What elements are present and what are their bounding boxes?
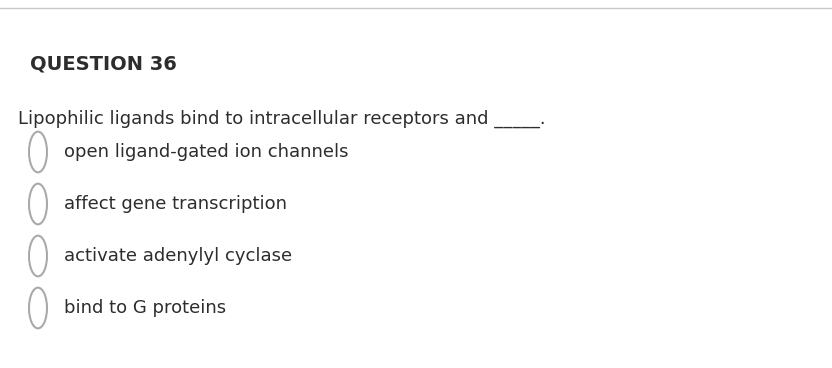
Text: bind to G proteins: bind to G proteins bbox=[64, 299, 226, 317]
Text: activate adenylyl cyclase: activate adenylyl cyclase bbox=[64, 247, 292, 265]
Text: Lipophilic ligands bind to intracellular receptors and _____.: Lipophilic ligands bind to intracellular… bbox=[18, 110, 546, 128]
Text: QUESTION 36: QUESTION 36 bbox=[30, 55, 177, 74]
Text: open ligand-gated ion channels: open ligand-gated ion channels bbox=[64, 143, 349, 161]
Text: affect gene transcription: affect gene transcription bbox=[64, 195, 287, 213]
